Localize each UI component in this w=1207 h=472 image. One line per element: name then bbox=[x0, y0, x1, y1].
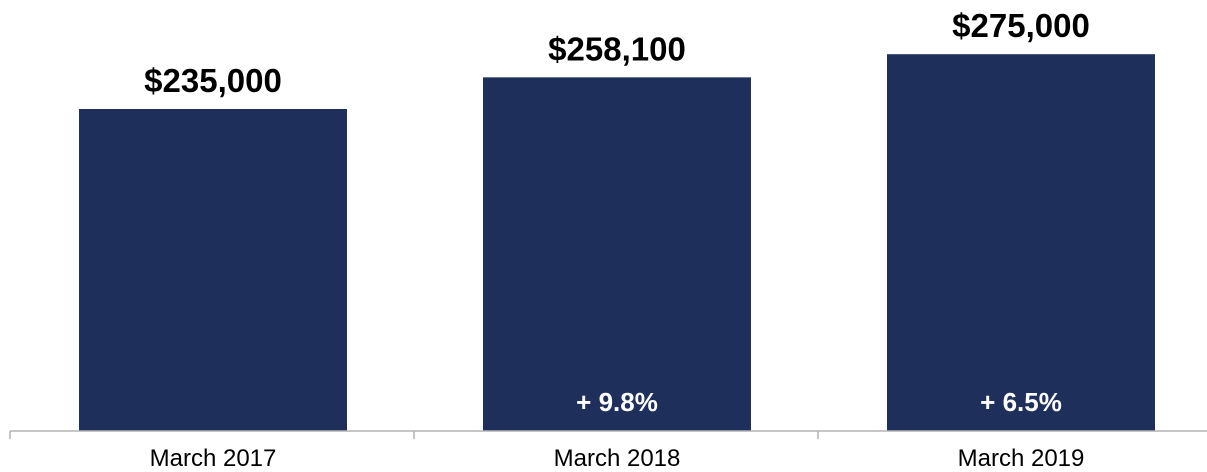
bar-3 bbox=[887, 54, 1155, 431]
x-axis bbox=[9, 430, 1207, 439]
bars-group bbox=[79, 54, 1155, 431]
value-label: $235,000 bbox=[144, 62, 282, 99]
labels-group: $235,000 March 2017 $258,100 + 9.8% March 20… bbox=[144, 7, 1090, 472]
category-label: March 2019 bbox=[958, 445, 1085, 472]
value-label: $275,000 bbox=[952, 7, 1090, 44]
bar-1 bbox=[79, 109, 347, 431]
category-label: March 2018 bbox=[554, 445, 681, 472]
bar-2 bbox=[483, 77, 751, 431]
change-label: + 6.5% bbox=[980, 387, 1062, 417]
category-label: March 2017 bbox=[150, 445, 277, 472]
value-label: $258,100 bbox=[548, 30, 686, 67]
change-label: + 9.8% bbox=[576, 387, 658, 417]
